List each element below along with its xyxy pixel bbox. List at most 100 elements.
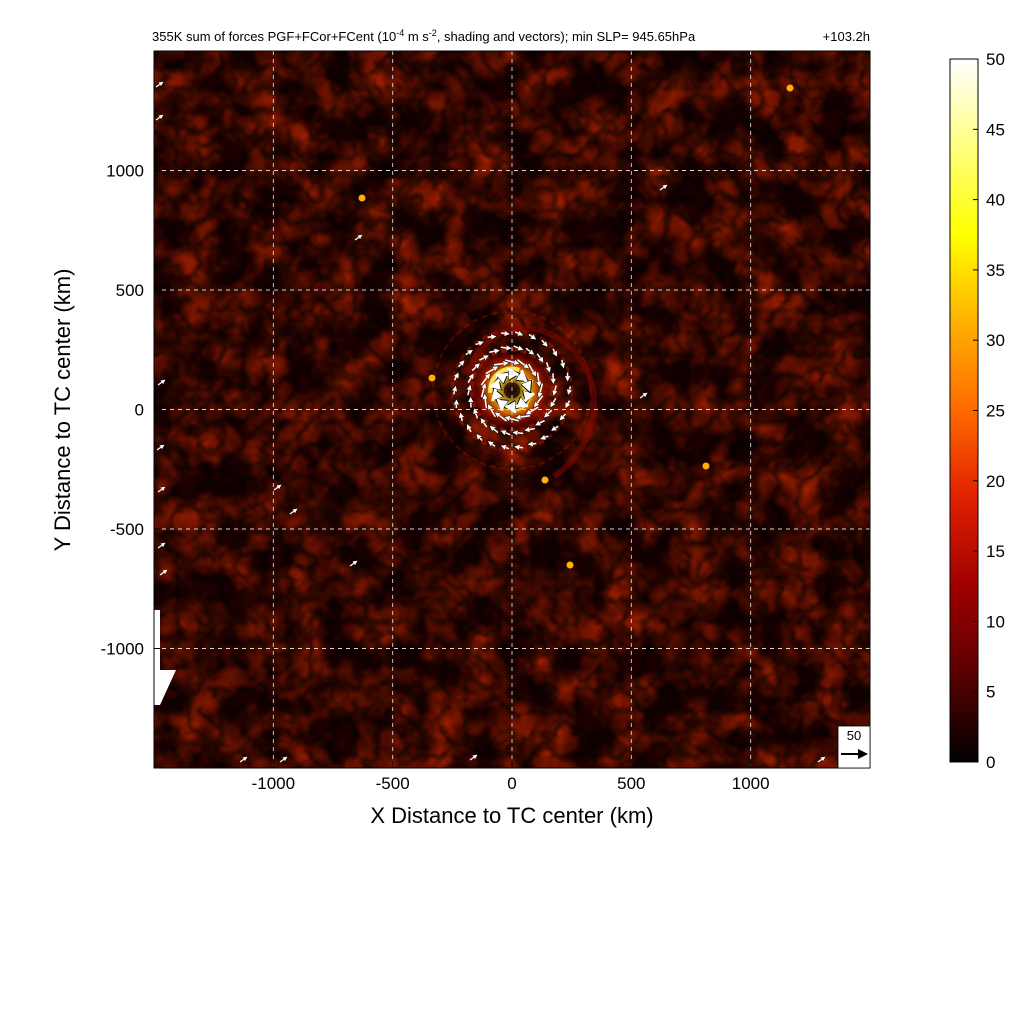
force-vector (349, 561, 357, 567)
hot-spot (786, 84, 794, 92)
y-tick-label: 0 (135, 401, 144, 420)
hot-spot (566, 561, 574, 569)
colorbar-tick-label: 25 (986, 402, 1005, 421)
force-vector (541, 339, 547, 346)
force-vector (157, 543, 165, 549)
force-vector (513, 432, 524, 433)
force-vector (545, 409, 553, 417)
force-vector (460, 413, 462, 422)
force-vector (515, 447, 524, 448)
force-vector (534, 395, 544, 407)
force-vector (817, 757, 825, 763)
force-vector (547, 362, 550, 372)
force-vector (501, 446, 510, 449)
chart-title: 355K sum of forces PGF+FCor+FCent (10-4 … (152, 28, 696, 44)
colorbar-tick-label: 45 (986, 120, 1005, 139)
force-vector (526, 406, 539, 414)
heatmap-field (154, 51, 870, 768)
colorbar-tick-label: 50 (986, 50, 1005, 69)
x-tick-label: -1000 (252, 774, 295, 793)
colorbar-tick-label: 10 (986, 612, 1005, 631)
force-vector (552, 426, 559, 431)
force-vector (480, 374, 489, 386)
force-vectors (154, 82, 825, 763)
force-vector (493, 363, 508, 365)
colorbar-tick-label: 15 (986, 542, 1005, 561)
force-vector (536, 419, 545, 426)
force-vector (454, 387, 456, 395)
x-tick-label: 1000 (732, 774, 770, 793)
force-vector (536, 353, 543, 362)
x-axis-label: X Distance to TC center (km) (370, 803, 653, 828)
force-vector (541, 436, 549, 439)
force-vector (538, 372, 540, 387)
force-vector (488, 442, 496, 447)
force-vector (501, 431, 511, 435)
hot-spot (428, 374, 436, 382)
force-vector (239, 757, 247, 763)
force-vector (480, 384, 486, 398)
force-vector (474, 409, 477, 419)
colorbar-tick-label: 35 (986, 261, 1005, 280)
force-vector (516, 416, 531, 418)
force-vector (155, 82, 163, 88)
force-vector (155, 115, 163, 121)
force-vector (490, 426, 499, 434)
hot-spot (541, 476, 549, 484)
force-vector (159, 570, 167, 576)
force-vector (481, 419, 488, 428)
force-vector (467, 374, 473, 383)
x-axis-ticks: -1000 -500 0 500 1000 (252, 762, 770, 793)
y-tick-label: -1000 (101, 640, 144, 659)
y-axis-label: Y Distance to TC center (km) (50, 269, 75, 552)
force-vector (528, 363, 536, 376)
reference-vector: 50 (837, 725, 871, 769)
y-tick-label: -500 (110, 520, 144, 539)
force-vector (289, 509, 297, 515)
force-vector (477, 435, 483, 441)
force-vector (495, 413, 508, 422)
force-vector (469, 755, 477, 761)
force-vector (279, 757, 287, 763)
force-vector (516, 359, 528, 368)
force-vector (156, 445, 164, 451)
force-vector (468, 386, 471, 396)
time-label: +103.2h (823, 29, 870, 44)
force-vector (479, 356, 488, 361)
colorbar-tick-label: 5 (986, 683, 995, 702)
force-vector (489, 350, 499, 352)
colorbar-tick-label: 40 (986, 191, 1005, 210)
x-tick-label: 0 (507, 774, 516, 793)
y-tick-label: 500 (116, 281, 144, 300)
y-tick-label: 1000 (106, 162, 144, 181)
hot-spot (358, 194, 366, 202)
force-vector (566, 400, 570, 408)
force-vector (487, 336, 496, 337)
force-vector (485, 367, 498, 375)
x-tick-label: -500 (376, 774, 410, 793)
force-vector (505, 359, 519, 364)
colorbar-tick-label: 20 (986, 472, 1005, 491)
force-vector (528, 444, 537, 445)
force-vector (500, 347, 511, 348)
hot-spot (702, 462, 710, 470)
force-vector (659, 185, 667, 191)
force-vector (554, 385, 557, 396)
colorbar-tick-label: 0 (986, 753, 995, 772)
x-tick-label: 500 (617, 774, 645, 793)
y-axis-ticks: -1000 -500 0 500 1000 (101, 162, 160, 659)
force-vector (562, 359, 564, 368)
force-vector (354, 235, 362, 241)
force-vector (465, 350, 473, 354)
reference-vector-label: 50 (847, 728, 861, 743)
colorbar: 0 5 10 15 20 25 30 35 40 45 50 (949, 50, 1005, 772)
force-vector (157, 487, 165, 493)
force-vector (475, 342, 484, 345)
force-vector (568, 386, 570, 395)
force-vector (485, 394, 487, 409)
force-vector (639, 393, 647, 399)
force-vector (154, 610, 176, 705)
force-vector (513, 346, 523, 350)
force-vector (488, 405, 496, 418)
force-vector (525, 429, 535, 431)
